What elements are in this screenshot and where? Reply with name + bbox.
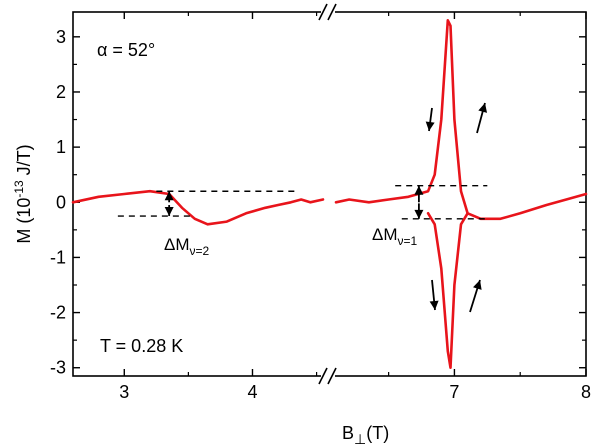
x-axis-title-unit: (T) bbox=[366, 423, 389, 443]
sweep-arrow-lower-left-head bbox=[429, 300, 439, 310]
y-tick-label: 0 bbox=[56, 192, 66, 212]
x-tick-label: 7 bbox=[449, 382, 459, 402]
delta-m-nu1-label: ΔMν=1 bbox=[372, 225, 418, 248]
series-line-2 bbox=[334, 18, 588, 221]
delta-m-nu2-main: ΔM bbox=[164, 235, 190, 254]
nu1-bracket-down-head bbox=[414, 209, 424, 219]
x-axis-title-subscript: ⊥ bbox=[354, 431, 366, 447]
y-tick-label: -3 bbox=[50, 358, 66, 378]
temperature-annotation: T = 0.28 K bbox=[100, 336, 183, 356]
y-tick-label: -1 bbox=[50, 247, 66, 267]
ticks bbox=[73, 12, 587, 376]
axis-break-bottom bbox=[318, 367, 337, 385]
y-tick-label: -2 bbox=[50, 303, 66, 323]
series-line-3 bbox=[426, 212, 469, 370]
delta-m-nu2-sub: ν=2 bbox=[190, 244, 210, 258]
plot-frame bbox=[72, 11, 587, 377]
x-tick-label: 8 bbox=[581, 382, 591, 402]
series-line-1 bbox=[71, 189, 325, 226]
alpha-annotation: α = 52° bbox=[97, 40, 155, 60]
delta-m-nu1-main: ΔM bbox=[372, 225, 398, 244]
reference-lines bbox=[117, 185, 488, 220]
nu2-bracket-up-head bbox=[164, 191, 174, 201]
y-axis-title: M (10-13 J/T) bbox=[12, 144, 34, 243]
axis-break-top bbox=[318, 3, 337, 21]
series-layer bbox=[71, 18, 588, 370]
y-axis-title-prefix: M (10 bbox=[14, 198, 34, 244]
y-axis-title-suffix: J/T) bbox=[14, 144, 34, 180]
tick-labels: -3 -2 -1 0 1 2 3 3 4 7 8 bbox=[50, 27, 591, 402]
nu1-bracket-up-head bbox=[414, 185, 424, 195]
y-axis-title-exponent: -13 bbox=[12, 180, 26, 198]
y-tick-label: 2 bbox=[56, 82, 66, 102]
x-tick-label: 3 bbox=[119, 382, 129, 402]
y-tick-label: 3 bbox=[56, 27, 66, 47]
sweep-arrow-lower-right-head bbox=[473, 280, 482, 290]
y-tick-label: 1 bbox=[56, 137, 66, 157]
delta-m-nu1-sub: ν=1 bbox=[398, 234, 418, 248]
x-tick-label: 4 bbox=[247, 382, 257, 402]
x-axis-title: B⊥(T) bbox=[342, 423, 389, 447]
nu2-bracket-down-head bbox=[164, 207, 174, 217]
x-axis-title-symbol: B bbox=[342, 423, 354, 443]
sweep-arrow-upper-left-head bbox=[425, 121, 435, 131]
sweep-arrow-upper-right-head bbox=[478, 103, 488, 113]
sweep-arrows bbox=[164, 102, 488, 313]
delta-m-nu2-label: ΔMν=2 bbox=[164, 235, 210, 258]
